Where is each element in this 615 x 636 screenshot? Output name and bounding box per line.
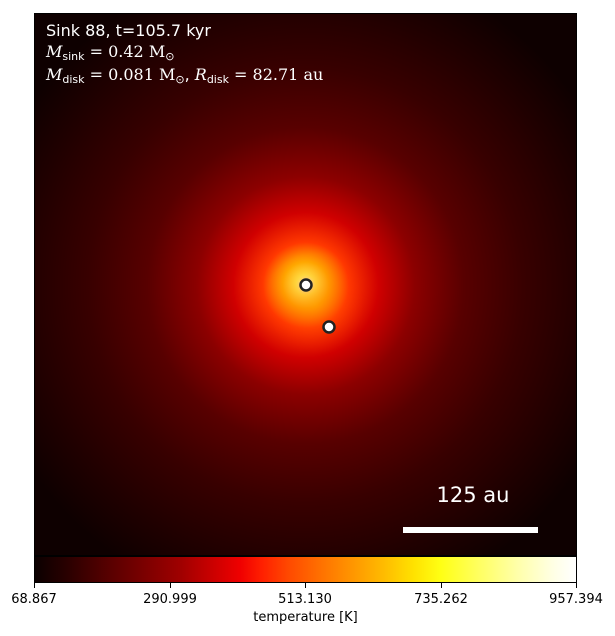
sink-secondary-marker [322, 320, 336, 334]
sink-mass-label: Msink = 0.42 M⊙ [46, 42, 174, 66]
colorbar-tick-label: 290.999 [143, 592, 197, 607]
sink-primary-marker [299, 278, 313, 292]
disk-mass-radius-label: Mdisk = 0.081 M⊙, Rdisk = 82.71 au [46, 65, 323, 89]
m-sink-symbol: M [46, 42, 63, 61]
scale-bar [403, 527, 538, 533]
sink-title: Sink 88, t=105.7 kyr [46, 21, 211, 40]
r-disk-value: = 82.71 au [228, 65, 324, 84]
colorbar-tick [34, 583, 35, 588]
label-separator: , [184, 65, 195, 84]
r-disk-subscript: disk [206, 73, 229, 86]
colorbar-tick-label: 513.130 [278, 592, 332, 607]
colorbar-title: temperature [K] [253, 610, 358, 625]
m-sink-value: = 0.42 M [84, 42, 166, 61]
colorbar-tick-label: 735.262 [414, 592, 468, 607]
inner-disk-glow [265, 249, 365, 359]
colorbar-tick [305, 583, 306, 588]
temperature-map [35, 14, 576, 555]
colorbar-tick [170, 583, 171, 588]
temperature-map-panel: Sink 88, t=105.7 kyr Msink = 0.42 M⊙ Mdi… [34, 13, 577, 556]
r-disk-symbol: R [194, 65, 207, 84]
colorbar-tick [441, 583, 442, 588]
m-disk-subscript: disk [62, 73, 85, 86]
m-disk-solar-subscript: ⊙ [175, 73, 185, 86]
m-sink-subscript: sink [62, 50, 85, 63]
scale-bar-label: 125 au [436, 483, 510, 507]
m-disk-symbol: M [46, 65, 63, 84]
colorbar-tick-label: 68.867 [11, 592, 57, 607]
colorbar-tick-label: 957.394 [549, 592, 603, 607]
m-sink-solar-subscript: ⊙ [165, 50, 175, 63]
m-disk-value: = 0.081 M [84, 65, 176, 84]
temperature-colorbar [34, 556, 577, 583]
colorbar-tick [576, 583, 577, 588]
